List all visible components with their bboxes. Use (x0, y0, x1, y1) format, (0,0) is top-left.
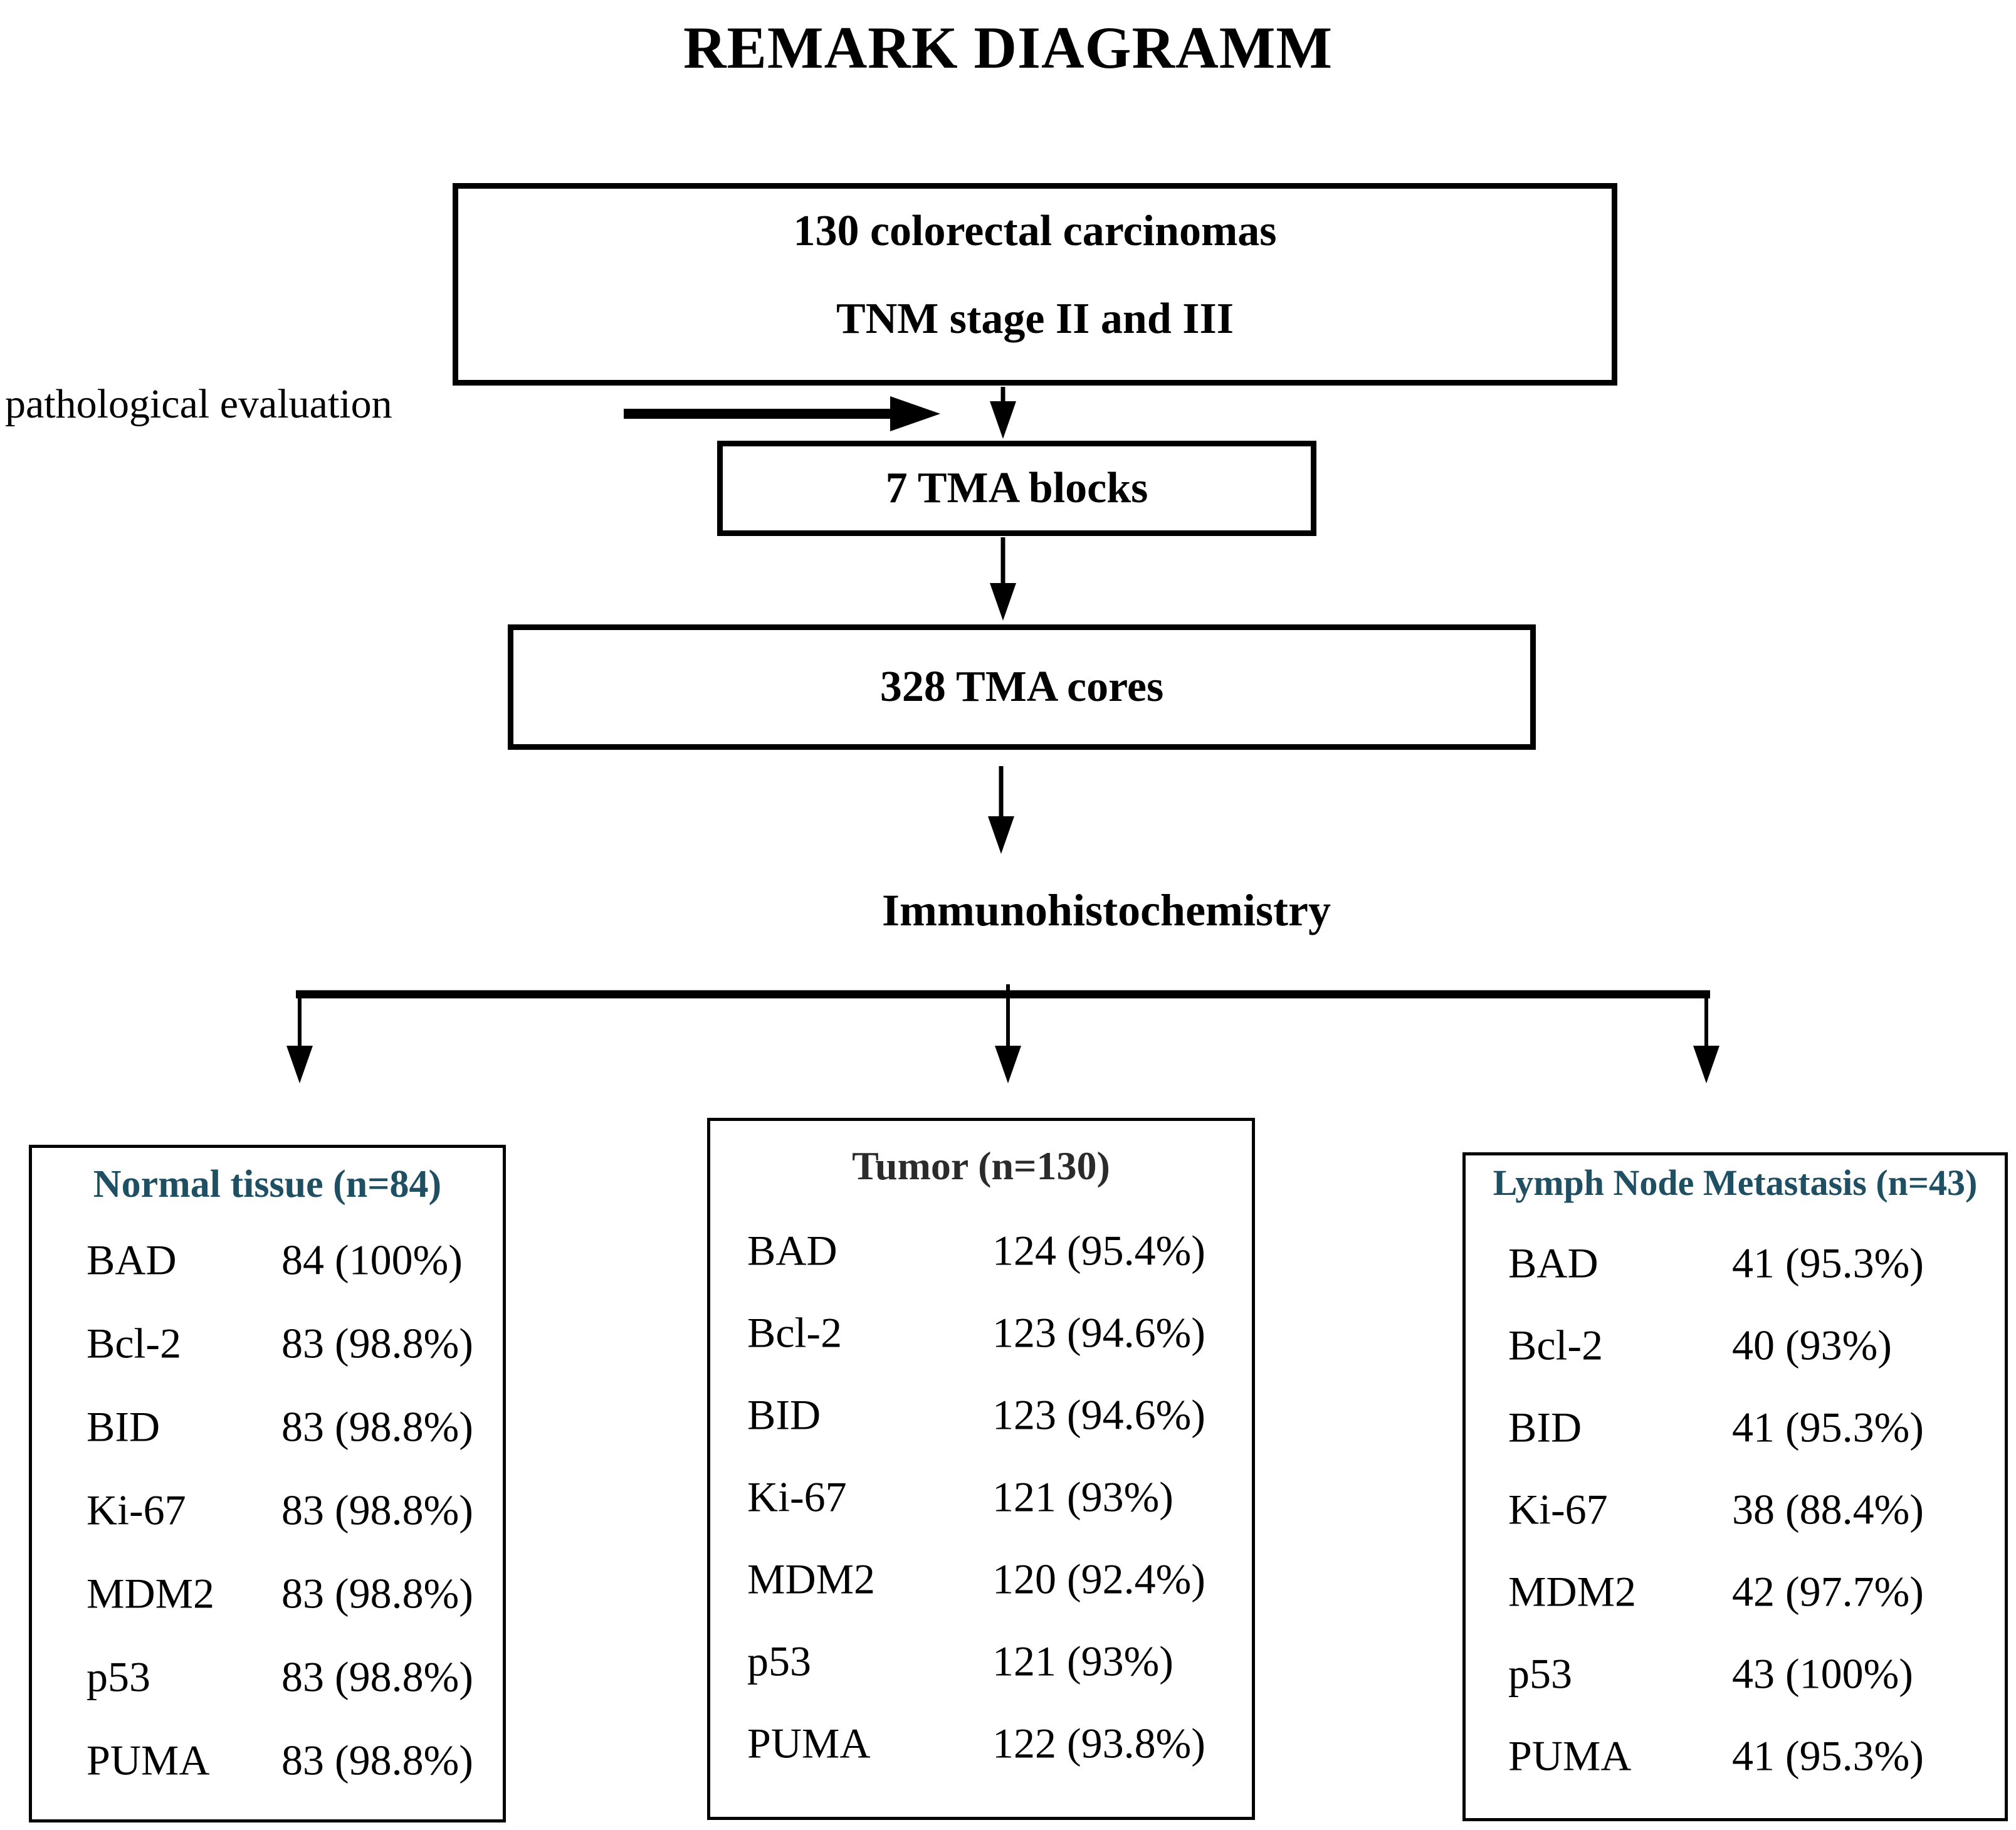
arrow-pathological-evaluation (624, 396, 940, 431)
marker-row: PUMA 83 (98.8%) (32, 1718, 503, 1802)
marker-row: MDM2 83 (98.8%) (32, 1552, 503, 1635)
marker-label: p53 (747, 1637, 811, 1685)
marker-value: 38 (88.4%) (1732, 1485, 1924, 1533)
arrow-branch-right (1693, 994, 1719, 1083)
marker-label: BID (87, 1402, 160, 1450)
marker-label: Ki-67 (1508, 1485, 1608, 1533)
tma-blocks-box: 7 TMA blocks (717, 441, 1316, 536)
carcinomas-box: 130 colorectal carcinomas TNM stage II a… (453, 183, 1617, 386)
normal-tissue-header: Normal tissue (n=84) (93, 1163, 442, 1206)
arrow-cores-to-ihc (988, 766, 1014, 854)
normal-tissue-panel: Normal tissue (n=84) BAD 84 (100%) Bcl-2… (29, 1145, 506, 1822)
marker-row: Bcl-2 40 (93%) (1466, 1304, 2005, 1386)
marker-value: 83 (98.8%) (281, 1653, 473, 1700)
marker-row: PUMA 41 (95.3%) (1466, 1715, 2005, 1797)
tumor-rows: BAD 124 (95.4%) Bcl-2 123 (94.6%) BID 12… (710, 1209, 1252, 1784)
marker-value: 122 (93.8%) (992, 1719, 1205, 1767)
marker-value: 83 (98.8%) (281, 1486, 473, 1533)
marker-value: 124 (95.4%) (992, 1226, 1205, 1274)
arrow-blocks-to-cores (990, 537, 1016, 621)
marker-row: PUMA 122 (93.8%) (710, 1702, 1252, 1784)
pathological-evaluation-label: pathological evaluation (5, 381, 392, 427)
marker-label: PUMA (747, 1719, 871, 1767)
marker-row: Bcl-2 123 (94.6%) (710, 1291, 1252, 1374)
arrow-topbox-to-blocks (990, 387, 1016, 439)
lymph-node-panel: Lymph Node Metastasis (n=43) BAD 41 (95.… (1462, 1152, 2008, 1821)
marker-value: 42 (97.7%) (1732, 1567, 1924, 1615)
marker-label: Bcl-2 (747, 1308, 843, 1356)
marker-row: MDM2 42 (97.7%) (1466, 1550, 2005, 1633)
marker-row: Ki-67 38 (88.4%) (1466, 1468, 2005, 1550)
marker-label: PUMA (87, 1736, 210, 1784)
marker-label: p53 (87, 1653, 150, 1700)
marker-row: BID 123 (94.6%) (710, 1374, 1252, 1456)
marker-label: p53 (1508, 1649, 1572, 1697)
marker-row: Ki-67 121 (93%) (710, 1456, 1252, 1538)
marker-row: BAD 41 (95.3%) (1466, 1222, 2005, 1304)
marker-row: MDM2 120 (92.4%) (710, 1538, 1252, 1620)
marker-row: p53 121 (93%) (710, 1620, 1252, 1702)
marker-value: 121 (93%) (992, 1473, 1173, 1520)
marker-value: 123 (94.6%) (992, 1308, 1205, 1356)
diagram-title: REMARK DIAGRAMM (683, 14, 1333, 81)
marker-label: BID (747, 1391, 821, 1438)
marker-label: BAD (1508, 1239, 1599, 1286)
marker-row: BAD 124 (95.4%) (710, 1209, 1252, 1291)
marker-row: Bcl-2 83 (98.8%) (32, 1302, 503, 1385)
marker-label: BID (1508, 1403, 1582, 1451)
lymph-node-header: Lymph Node Metastasis (n=43) (1493, 1162, 1978, 1203)
marker-row: BID 41 (95.3%) (1466, 1386, 2005, 1468)
marker-value: 123 (94.6%) (992, 1391, 1205, 1438)
marker-label: MDM2 (1508, 1567, 1637, 1615)
marker-value: 40 (93%) (1732, 1321, 1892, 1369)
marker-value: 83 (98.8%) (281, 1402, 473, 1450)
marker-row: BAD 84 (100%) (32, 1218, 503, 1302)
marker-row: BID 83 (98.8%) (32, 1385, 503, 1468)
marker-row: p53 43 (100%) (1466, 1633, 2005, 1715)
marker-value: 41 (95.3%) (1732, 1239, 1924, 1286)
marker-value: 41 (95.3%) (1732, 1732, 1924, 1779)
marker-value: 84 (100%) (281, 1236, 463, 1283)
marker-value: 121 (93%) (992, 1637, 1173, 1685)
marker-value: 83 (98.8%) (281, 1736, 473, 1784)
arrow-branch-left (286, 994, 313, 1083)
marker-label: Ki-67 (87, 1486, 186, 1533)
marker-label: BAD (747, 1226, 837, 1274)
carcinomas-box-line2: TNM stage II and III (836, 295, 1234, 343)
marker-label: BAD (87, 1236, 177, 1283)
marker-value: 41 (95.3%) (1732, 1403, 1924, 1451)
carcinomas-box-line1: 130 colorectal carcinomas (793, 207, 1277, 255)
marker-value: 43 (100%) (1732, 1649, 1913, 1697)
arrow-branch-center (995, 984, 1021, 1083)
normal-tissue-rows: BAD 84 (100%) Bcl-2 83 (98.8%) BID 83 (9… (32, 1218, 503, 1802)
marker-label: Bcl-2 (87, 1319, 182, 1367)
immunohistochemistry-label: Immunohistochemistry (882, 885, 1331, 935)
marker-label: Bcl-2 (1508, 1321, 1604, 1369)
marker-label: MDM2 (87, 1569, 215, 1617)
marker-label: MDM2 (747, 1555, 876, 1602)
marker-row: Ki-67 83 (98.8%) (32, 1468, 503, 1552)
marker-value: 120 (92.4%) (992, 1555, 1205, 1602)
tma-cores-box: 328 TMA cores (508, 624, 1536, 750)
marker-value: 83 (98.8%) (281, 1569, 473, 1617)
marker-label: PUMA (1508, 1732, 1632, 1779)
marker-row: p53 83 (98.8%) (32, 1635, 503, 1718)
marker-value: 83 (98.8%) (281, 1319, 473, 1367)
tumor-panel: Tumor (n=130) BAD 124 (95.4%) Bcl-2 123 … (707, 1118, 1255, 1820)
lymph-node-rows: BAD 41 (95.3%) Bcl-2 40 (93%) BID 41 (95… (1466, 1222, 2005, 1797)
marker-label: Ki-67 (747, 1473, 847, 1520)
tumor-header: Tumor (n=130) (852, 1144, 1110, 1188)
